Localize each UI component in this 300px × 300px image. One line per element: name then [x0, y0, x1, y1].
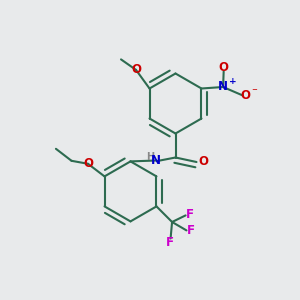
Text: O: O	[131, 63, 141, 76]
Text: O: O	[219, 61, 229, 74]
Text: O: O	[83, 157, 93, 170]
Text: O: O	[240, 89, 250, 102]
Text: N: N	[218, 80, 228, 94]
Text: F: F	[187, 224, 195, 237]
Text: F: F	[165, 236, 173, 250]
Text: ⁻: ⁻	[251, 87, 257, 98]
Text: F: F	[186, 208, 194, 221]
Text: O: O	[198, 155, 208, 168]
Text: N: N	[151, 154, 161, 167]
Text: H: H	[146, 152, 154, 162]
Text: +: +	[229, 76, 236, 85]
